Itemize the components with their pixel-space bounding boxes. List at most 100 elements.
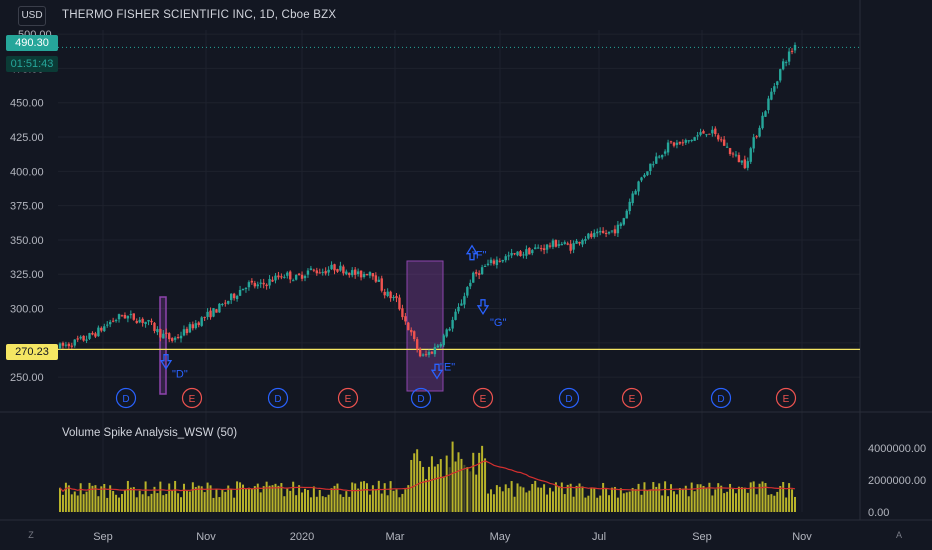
zoom-icon[interactable]: Z — [28, 530, 34, 540]
volume-bar — [120, 494, 123, 512]
volume-bar — [233, 497, 236, 512]
candle-body — [297, 273, 301, 276]
volume-bar — [368, 494, 371, 512]
volume-bar — [599, 495, 602, 512]
candle-body — [607, 231, 611, 234]
volume-bar — [336, 483, 339, 512]
volume-bar — [274, 483, 277, 512]
candle-body — [584, 239, 587, 241]
candle-body — [380, 278, 383, 291]
volume-bar — [306, 490, 309, 512]
candle-body — [351, 270, 354, 276]
volume-bar — [171, 490, 174, 512]
candle-body — [410, 329, 413, 333]
volume-bar — [256, 483, 259, 512]
candle-body — [770, 91, 773, 100]
volume-bar — [79, 483, 82, 512]
candle-body — [165, 332, 168, 334]
volume-bar — [675, 494, 678, 512]
volume-bar — [330, 488, 333, 512]
event-marker-label: D — [565, 394, 572, 405]
volume-bar — [681, 488, 684, 512]
volume-bar — [616, 497, 619, 512]
candle-body — [218, 303, 221, 313]
x-axis-tick: 2020 — [290, 531, 314, 543]
event-marker-label: D — [717, 394, 724, 405]
indicator-title: Volume Spike Analysis_WSW (50) — [62, 427, 238, 439]
candle-body — [342, 266, 345, 274]
volume-bar — [708, 482, 711, 512]
candle-body — [563, 242, 566, 244]
signal-arrow-icon — [465, 244, 479, 261]
candle-body — [717, 135, 720, 140]
volume-bar — [312, 486, 315, 512]
candle-body — [472, 272, 475, 283]
volume-bar — [534, 480, 537, 512]
volume-bar — [519, 486, 522, 512]
volume-bar — [430, 456, 433, 512]
earnings-marker — [472, 387, 494, 409]
volume-bar — [389, 481, 392, 512]
volume-bar — [250, 488, 253, 512]
candle-body — [643, 174, 646, 177]
highlight-box — [406, 260, 444, 392]
candle-body — [531, 250, 534, 254]
volume-bar — [776, 491, 779, 512]
candle-body — [433, 347, 437, 355]
y-axis-tick: 450.00 — [10, 98, 44, 110]
candle-body — [722, 139, 726, 146]
volume-bar — [185, 490, 188, 512]
candle-body — [560, 244, 564, 246]
volume-bar — [613, 486, 616, 512]
volume-bar — [734, 493, 737, 512]
volume-bar — [239, 482, 242, 512]
volume-bar — [118, 497, 121, 512]
candle-body — [330, 264, 333, 270]
candle-body — [138, 319, 141, 323]
candle-body — [696, 135, 699, 137]
volume-bar — [528, 490, 531, 512]
event-marker-label: E — [480, 394, 487, 405]
candle-body — [377, 279, 380, 282]
candle-body — [551, 240, 555, 247]
candle-body — [103, 326, 106, 332]
candle-body — [424, 354, 428, 356]
candle-body — [200, 317, 203, 326]
candle-body — [141, 318, 144, 323]
volume-bar — [551, 491, 554, 512]
volume-bar — [672, 491, 675, 512]
volume-bar — [345, 491, 348, 512]
volume-bar — [711, 495, 714, 512]
volume-bar — [605, 488, 608, 512]
candle-body — [666, 142, 670, 153]
candle-body — [126, 315, 130, 319]
volume-bar — [746, 492, 749, 512]
candle-body — [159, 329, 162, 338]
volume-bar — [596, 497, 599, 512]
volume-bar — [262, 486, 265, 512]
currency-badge[interactable]: USD — [18, 6, 46, 26]
auto-scale-icon[interactable]: A — [895, 530, 902, 540]
candle-body — [430, 351, 434, 354]
volume-bar — [177, 493, 180, 512]
volume-bar — [410, 459, 413, 512]
volume-bar — [283, 496, 286, 512]
candle-body — [153, 322, 156, 331]
volume-bar — [442, 476, 445, 512]
candle-body — [371, 273, 375, 277]
volume-bar — [546, 494, 549, 512]
candle-body — [238, 290, 242, 296]
volume-bar — [383, 483, 386, 512]
candle-body — [235, 295, 239, 300]
candle-body — [542, 248, 546, 251]
candle-body — [227, 300, 230, 304]
volume-bar — [566, 484, 569, 512]
candle-body — [120, 315, 124, 317]
volume-bar — [212, 497, 215, 512]
candle-body — [525, 249, 528, 256]
candle-body — [708, 133, 711, 135]
candle-body — [365, 273, 369, 276]
candle-body — [705, 134, 708, 136]
candle-body — [475, 272, 478, 274]
